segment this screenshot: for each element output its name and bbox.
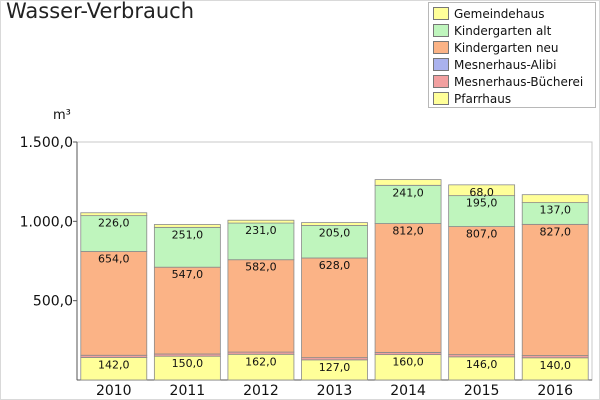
data-label: 150,0 (172, 357, 204, 370)
data-label: 68,0 (469, 186, 494, 199)
data-label: 807,0 (466, 228, 498, 241)
x-tick-label: 2013 (317, 383, 353, 399)
bar-segment (227, 259, 295, 353)
legend-swatch (433, 58, 449, 71)
legend-swatch (433, 24, 449, 37)
bar-segment (374, 184, 442, 224)
bar-segment (448, 195, 516, 227)
data-label: 654,0 (98, 252, 130, 265)
bar-segment (153, 224, 221, 228)
data-label: 162,0 (245, 355, 277, 368)
data-label: 251,0 (172, 228, 204, 241)
bar-segment (80, 212, 148, 217)
data-label: 582,0 (245, 261, 277, 274)
bar-segment (80, 251, 148, 356)
x-tick-label: 2016 (537, 383, 573, 399)
bar-segment (448, 184, 516, 197)
data-label: 127,0 (319, 361, 351, 374)
bar-segment (301, 257, 368, 359)
bar-segment (374, 223, 442, 353)
bar-segment (227, 219, 295, 224)
bar-segment (374, 179, 442, 186)
data-label: 137,0 (539, 204, 571, 217)
y-tick-label: 500,0 (33, 294, 73, 310)
bar-segment (227, 222, 295, 261)
legend-item: Pfarrhaus (433, 90, 595, 107)
bar-segment (301, 222, 368, 226)
data-label: 160,0 (392, 356, 424, 369)
bar-segment (80, 215, 148, 252)
bar-segment (521, 194, 589, 204)
x-tick-label: 2010 (96, 383, 132, 399)
data-label: 205,0 (319, 226, 351, 239)
legend: Gemeindehaus Kindergarten alt Kindergarten… (428, 2, 596, 108)
legend-label: Mesnerhaus-Bücherei (454, 74, 584, 89)
data-label: 146,0 (466, 358, 498, 371)
bar-segment (448, 226, 516, 356)
data-label: 231,0 (245, 224, 277, 237)
legend-label: Mesnerhaus-Alibi (454, 57, 557, 72)
legend-label: Gemeindehaus (454, 6, 545, 21)
y-axis-unit-label: m³ (53, 108, 71, 123)
bar-segment (521, 223, 589, 356)
legend-swatch (433, 7, 449, 20)
chart-title: Wasser-Verbrauch (6, 0, 195, 23)
legend-item: Kindergarten alt (433, 22, 595, 39)
bar-segment (374, 354, 442, 381)
bar-segment (153, 266, 221, 355)
legend-item: Gemeindehaus (433, 5, 595, 22)
data-label: 142,0 (98, 358, 130, 371)
data-label: 812,0 (392, 225, 424, 238)
legend-label: Kindergarten alt (454, 23, 552, 38)
data-label: 226,0 (98, 217, 130, 230)
legend-swatch (433, 92, 449, 105)
legend-item: Kindergarten neu (433, 39, 595, 56)
y-tick-label: 1.000,0 (20, 214, 73, 230)
legend-item: Mesnerhaus-Alibi (433, 56, 595, 73)
bar-segment (153, 226, 221, 268)
x-tick-label: 2011 (170, 383, 206, 399)
legend-item: Mesnerhaus-Bücherei (433, 73, 595, 90)
legend-label: Kindergarten neu (454, 40, 559, 55)
bar-segment (227, 353, 295, 381)
data-label: 827,0 (539, 225, 571, 238)
legend-label: Pfarrhaus (454, 91, 512, 106)
data-label: 195,0 (466, 197, 498, 210)
data-label: 241,0 (392, 186, 424, 199)
x-tick-label: 2014 (390, 383, 426, 399)
data-label: 547,0 (172, 268, 204, 281)
data-label: 140,0 (539, 359, 571, 372)
legend-swatch (433, 41, 449, 54)
data-label: 628,0 (319, 259, 351, 272)
legend-swatch (433, 75, 449, 88)
x-tick-label: 2015 (464, 383, 500, 399)
y-tick-label: 1.500,0 (20, 135, 73, 151)
x-tick-label: 2012 (243, 383, 279, 399)
